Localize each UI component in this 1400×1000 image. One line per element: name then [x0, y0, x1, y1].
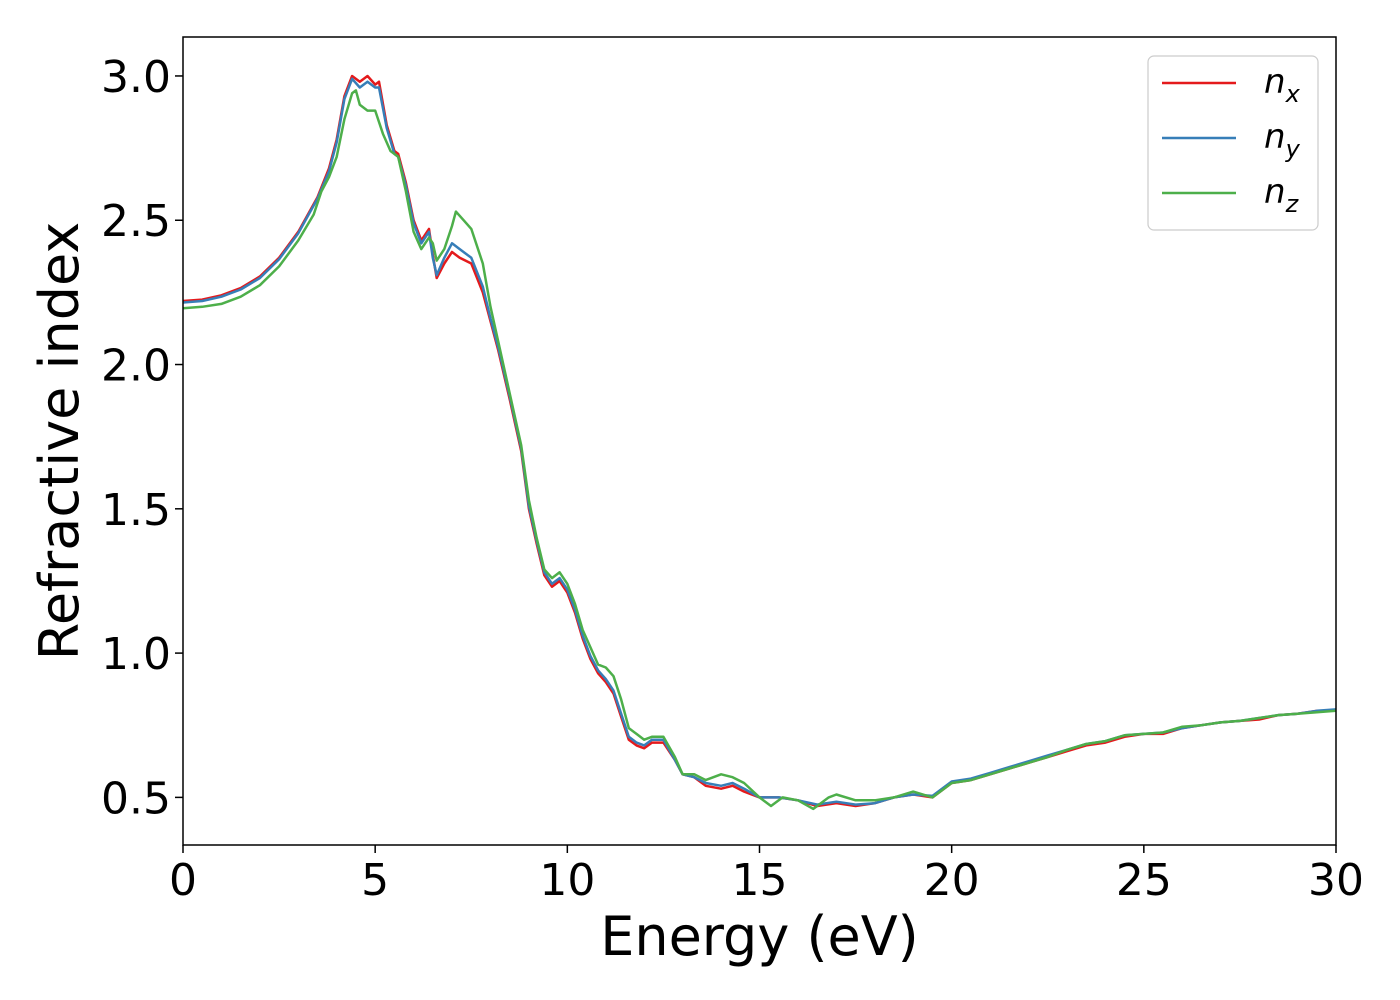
legend-box	[1147, 55, 1319, 231]
y-axis-label: Refractive index	[28, 222, 91, 661]
x-tick-label: 25	[1116, 855, 1172, 906]
x-tick-label: 10	[539, 855, 595, 906]
y-tick-label: 1.5	[101, 485, 171, 536]
x-tick-label: 15	[732, 855, 788, 906]
x-tick-label: 20	[924, 855, 980, 906]
y-tick-label: 1.0	[101, 629, 171, 680]
plot-lines	[182, 74, 1337, 811]
x-axis-ticks: 0 5 10 15 20 25 30	[169, 845, 1364, 906]
y-tick-label: 3.0	[101, 52, 171, 103]
x-tick-label: 30	[1308, 855, 1364, 906]
series-line-z	[182, 89, 1337, 811]
x-axis-label: Energy (eV)	[600, 905, 919, 968]
y-axis-ticks: 0.5 1.0 1.5 2.0 2.5 3.0	[101, 52, 183, 824]
legend-label-z: nz	[1264, 172, 1300, 218]
legend: nx ny nz	[1147, 55, 1319, 231]
legend-label-x: nx	[1264, 62, 1301, 108]
y-tick-label: 2.0	[101, 341, 171, 392]
y-tick-label: 2.5	[101, 196, 171, 247]
x-tick-label: 0	[169, 855, 197, 906]
legend-label-y: ny	[1264, 117, 1301, 163]
x-tick-label: 5	[361, 855, 389, 906]
y-tick-label: 0.5	[101, 773, 171, 824]
